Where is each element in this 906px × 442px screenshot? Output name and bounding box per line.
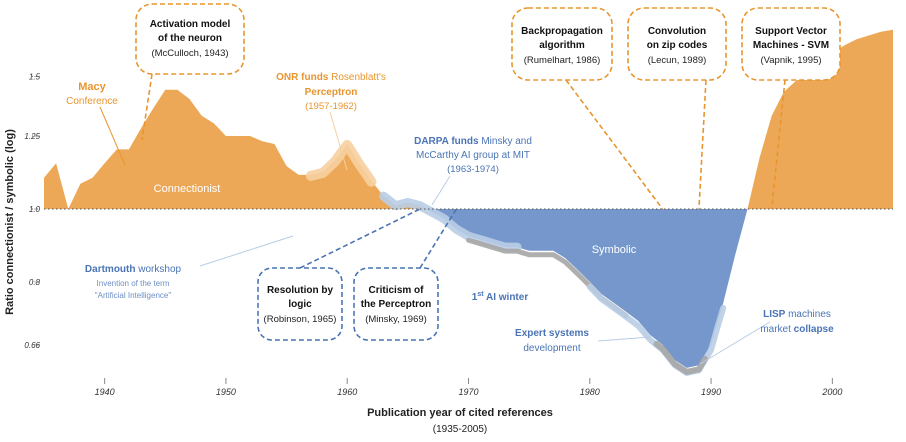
convolution-connector bbox=[698, 79, 707, 210]
svg-text:logic: logic bbox=[288, 299, 312, 310]
svg-text:(1963-1974): (1963-1974) bbox=[447, 164, 499, 175]
y-axis-label: Ratio connectionist / symbolic (log) bbox=[4, 129, 16, 315]
svg-text:Invention of the term: Invention of the term bbox=[97, 279, 170, 288]
x-tick-label: 2000 bbox=[821, 387, 842, 397]
svg-text:"Artificial Intelligence": "Artificial Intelligence" bbox=[95, 291, 172, 300]
onr-annotation: ONR funds Rosenblatt's Perceptron (1957-… bbox=[276, 72, 386, 112]
svg-text:development: development bbox=[523, 343, 580, 354]
dartmouth-annotation: Dartmouth workshop Invention of the term… bbox=[85, 264, 182, 300]
activation-connector bbox=[141, 73, 153, 141]
convolution-callout: Convolution on zip codes (Lecun, 1989) bbox=[627, 7, 727, 81]
svg-text:of the neuron: of the neuron bbox=[158, 33, 222, 44]
x-tick-label: 1970 bbox=[458, 387, 478, 397]
x-axis-sublabel: (1935-2005) bbox=[433, 424, 487, 435]
x-tick-label: 1980 bbox=[580, 387, 600, 397]
backpropagation-callout: Backpropagation algorithm (Rumelhart, 19… bbox=[511, 7, 613, 81]
y-axis-ticks: 1.51.251.00.80.66 bbox=[24, 72, 40, 349]
svg-text:Criticism of: Criticism of bbox=[368, 285, 424, 296]
chart-areas bbox=[44, 29, 893, 368]
lisp-collapse-band bbox=[653, 340, 709, 375]
svm-callout: Support Vector Machines - SVM (Vapnik, 1… bbox=[741, 7, 841, 81]
svg-text:1st AI winter: 1st AI winter bbox=[472, 291, 529, 303]
lisp-annotation: LISP machines market collapse bbox=[760, 309, 834, 335]
dartmouth-connector bbox=[199, 235, 294, 267]
svg-text:on zip codes: on zip codes bbox=[647, 40, 708, 51]
symbolic-region-label: Symbolic bbox=[592, 244, 637, 256]
period-highlights bbox=[305, 139, 727, 376]
darpa-annotation: DARPA funds Minsky and McCarthy AI group… bbox=[414, 136, 532, 175]
criticism-connector bbox=[419, 208, 458, 269]
x-tick-label: 1940 bbox=[95, 387, 115, 397]
svg-text:(Rumelhart, 1986): (Rumelhart, 1986) bbox=[524, 55, 601, 66]
svg-text:Conference: Conference bbox=[66, 96, 118, 107]
svg-text:Activation model: Activation model bbox=[150, 19, 231, 30]
svg-text:Macy: Macy bbox=[78, 81, 106, 93]
x-tick-label: 1960 bbox=[337, 387, 357, 397]
resolution-connector bbox=[299, 208, 421, 269]
backprop-connector bbox=[565, 79, 664, 210]
svg-text:Convolution: Convolution bbox=[648, 26, 706, 37]
svg-text:algorithm: algorithm bbox=[539, 40, 585, 51]
onr-connector bbox=[329, 111, 348, 171]
onr-period-band bbox=[305, 139, 377, 187]
svg-text:Support Vector: Support Vector bbox=[755, 26, 827, 37]
x-axis-label: Publication year of cited references bbox=[367, 407, 553, 419]
connectionist-region-label: Connectionist bbox=[154, 183, 221, 195]
svg-text:(Minsky, 1969): (Minsky, 1969) bbox=[365, 314, 427, 325]
svg-text:Expert systems: Expert systems bbox=[515, 328, 589, 339]
expert-systems-annotation: Expert systems development bbox=[515, 328, 589, 354]
svm-connector bbox=[770, 79, 786, 210]
macy-annotation: Macy Conference bbox=[66, 81, 118, 107]
svg-text:Perceptron: Perceptron bbox=[305, 87, 358, 98]
criticism-callout: Criticism of the Perceptron (Minsky, 196… bbox=[353, 267, 439, 341]
svg-text:the Perceptron: the Perceptron bbox=[361, 299, 432, 310]
ai-winter-annotation: 1st AI winter bbox=[472, 291, 529, 303]
x-axis-ticks: 1940 1950 1960 1970 1980 1990 2000 bbox=[95, 378, 842, 397]
svg-text:(1957-1962): (1957-1962) bbox=[305, 101, 357, 112]
svg-text:Dartmouth workshop: Dartmouth workshop bbox=[85, 264, 182, 275]
symbolic-area bbox=[68, 208, 748, 368]
activation-model-callout: Activation model of the neuron (McCulloc… bbox=[135, 3, 245, 75]
annotation-connectors bbox=[99, 73, 786, 365]
svg-text:(Robinson, 1965): (Robinson, 1965) bbox=[264, 314, 337, 325]
connectionist-area bbox=[44, 29, 893, 209]
expert-connector bbox=[597, 336, 651, 342]
svg-text:ONR funds Rosenblatt's: ONR funds Rosenblatt's bbox=[276, 72, 386, 83]
x-tick-label: 1990 bbox=[701, 387, 721, 397]
x-tick-label: 1950 bbox=[216, 387, 236, 397]
svg-text:Backpropagation: Backpropagation bbox=[521, 26, 603, 37]
lisp-connector bbox=[699, 321, 771, 365]
svg-text:(Lecun, 1989): (Lecun, 1989) bbox=[648, 55, 707, 66]
svg-text:(Vapnik, 1995): (Vapnik, 1995) bbox=[760, 55, 821, 66]
svg-text:DARPA funds Minsky and: DARPA funds Minsky and bbox=[414, 136, 532, 147]
svg-text:market collapse: market collapse bbox=[760, 324, 834, 335]
darpa-connector bbox=[431, 175, 451, 206]
darpa-period-band bbox=[379, 191, 522, 252]
resolution-callout: Resolution by logic (Robinson, 1965) bbox=[257, 267, 343, 341]
macy-connector bbox=[99, 106, 126, 166]
svg-text:McCarthy AI group at MIT: McCarthy AI group at MIT bbox=[416, 150, 530, 161]
svg-text:Resolution by: Resolution by bbox=[267, 285, 334, 296]
svg-text:Machines - SVM: Machines - SVM bbox=[753, 40, 829, 51]
svg-text:LISP machines: LISP machines bbox=[763, 309, 831, 320]
svg-text:(McCulloch, 1943): (McCulloch, 1943) bbox=[151, 48, 228, 59]
